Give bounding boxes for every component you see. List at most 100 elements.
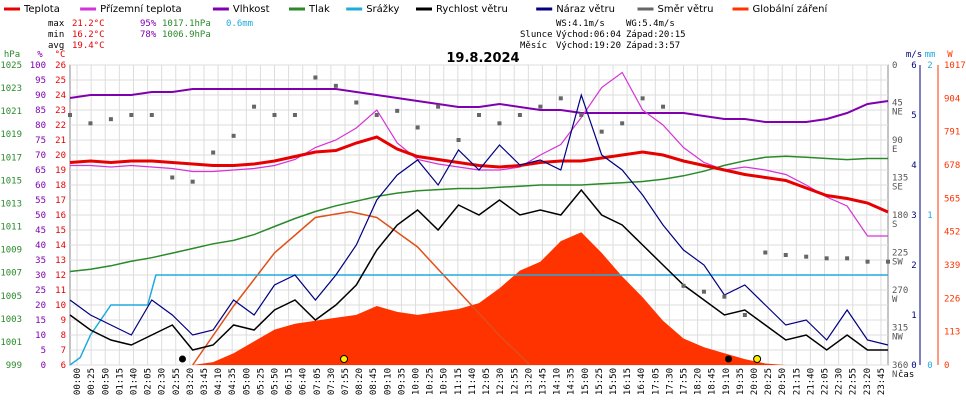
axis-pct-tick: 0 xyxy=(41,361,46,371)
axis-c-tick: 19 xyxy=(55,166,66,176)
axis-ms-tick: 0 xyxy=(911,361,916,371)
wind-direction-point xyxy=(477,113,481,117)
x-tick-label: 03:45 xyxy=(200,368,210,395)
x-tick-label: 04:10 xyxy=(214,368,224,395)
axis-c-tick: 6 xyxy=(61,361,66,371)
axis-hpa-tick: 1001 xyxy=(0,338,22,348)
axis-c-label: °C xyxy=(55,50,66,60)
wind-direction-point xyxy=(88,121,93,126)
stat-min-hum: 78% xyxy=(140,30,157,40)
x-tick-label: 10:00 xyxy=(412,368,422,395)
axis-w-tick: 904 xyxy=(944,94,960,104)
wind-direction-point xyxy=(742,313,747,317)
x-tick-label: 12:30 xyxy=(496,368,506,395)
x-tick-label: 19:35 xyxy=(736,368,746,395)
global-radiation-area xyxy=(70,232,888,365)
axis-pct-tick: 20 xyxy=(35,301,46,311)
wind-direction-point xyxy=(231,133,236,138)
wind-direction-point xyxy=(190,179,195,184)
x-tick-label: 20:50 xyxy=(778,368,788,395)
legend-label-5: Rychlost větru xyxy=(436,3,508,15)
wind-direction-point xyxy=(170,175,175,180)
axis-pct-tick: 85 xyxy=(35,106,46,116)
axis-c-tick: 16 xyxy=(55,211,66,221)
theoretical-radiation-line xyxy=(192,210,531,366)
axis-pct-tick: 50 xyxy=(35,211,46,221)
legend-label-6: Náraz větru xyxy=(556,3,615,15)
sunrise-marker xyxy=(340,355,349,363)
x-tick-label: 13:20 xyxy=(524,368,534,395)
axis-ms-tick: 6 xyxy=(911,61,916,71)
axis-dir-tick-dir: NW xyxy=(892,333,903,343)
axis-c-tick: 23 xyxy=(55,106,66,116)
axis-pct-label: % xyxy=(37,50,43,60)
axis-pct-tick: 40 xyxy=(35,241,46,251)
wind-direction-point xyxy=(415,125,420,130)
legend-label-0: Teplota xyxy=(23,4,60,15)
axis-dir-tick-dir: W xyxy=(892,295,898,305)
legend-label-2: Vlhkost xyxy=(233,4,270,15)
x-tick-label: 17:30 xyxy=(665,368,675,395)
axis-pct-tick: 5 xyxy=(41,346,46,356)
x-tick-label: 00:50 xyxy=(101,368,111,395)
axis-dir-tick: 225 xyxy=(892,249,908,259)
x-tick-label: 07:05 xyxy=(313,368,323,395)
axis-dir-tick-dir: E xyxy=(892,145,897,155)
wind-direction-point xyxy=(845,256,850,261)
wind-direction-point xyxy=(783,253,788,257)
wind-direction-point xyxy=(313,75,318,80)
x-tick-label: 07:55 xyxy=(341,368,351,395)
temperature-line xyxy=(69,135,889,214)
axis-pct-tick: 95 xyxy=(35,76,46,86)
x-tick-label: 00:00 xyxy=(73,368,83,395)
axis-mm-label: mm xyxy=(925,50,936,60)
axis-c-tick: 18 xyxy=(55,181,66,191)
x-tick-label: 06:40 xyxy=(299,368,309,395)
moonrise-marker xyxy=(724,355,732,363)
axis-hpa-tick: 1009 xyxy=(0,246,22,256)
axis-pct-tick: 80 xyxy=(35,121,46,131)
chart-legend: Teplota Přízemní teplota Vlhkost Tlak Srážky… xyxy=(4,3,828,15)
axis-pct-tick: 10 xyxy=(35,331,46,341)
axis-c-tick: 17 xyxy=(55,196,66,206)
wind-speed-line xyxy=(69,188,888,351)
axis-w-tick: 339 xyxy=(944,261,960,271)
axis-w-tick: 0 xyxy=(944,361,949,371)
wind-direction-point xyxy=(824,256,829,261)
wind-direction-point xyxy=(354,100,359,105)
axis-ms-tick: 3 xyxy=(911,211,916,221)
x-tick-label: 15:00 xyxy=(581,368,591,395)
info-mesic-label: Měsíc xyxy=(520,41,547,51)
x-tick-label: 20:25 xyxy=(764,368,774,395)
x-tick-label: 05:25 xyxy=(256,368,266,395)
axis-c-tick: 12 xyxy=(55,271,66,281)
wind-direction-point xyxy=(395,108,400,113)
info-mesic-set: Západ:3:57 xyxy=(626,41,680,51)
x-tick-label: 16:40 xyxy=(637,368,647,395)
axis-c-tick: 13 xyxy=(55,256,66,266)
legend-label-8: Globální záření xyxy=(753,3,829,15)
axis-pct-tick: 30 xyxy=(35,271,46,281)
legend-label-7: Směr větru xyxy=(658,3,714,15)
axis-ms-tick: 1 xyxy=(911,311,916,321)
stat-max-label: max xyxy=(48,19,65,29)
x-tick-label: 11:40 xyxy=(468,368,478,395)
axis-c-tick: 10 xyxy=(55,301,66,311)
wind-direction-point xyxy=(252,104,257,109)
axis-mm-tick: 0 xyxy=(927,361,932,371)
wind-direction-point xyxy=(68,113,72,117)
moonset-marker xyxy=(178,355,186,363)
precipitation-line xyxy=(69,274,888,366)
wind-direction-point xyxy=(333,83,338,88)
x-tick-label: 09:35 xyxy=(397,368,407,395)
axis-dir-tick-dir: N xyxy=(892,370,897,380)
wind-direction-point xyxy=(149,113,154,117)
axes: 9991001100310051007100910111013101510171… xyxy=(0,50,965,380)
wind-direction-point xyxy=(804,254,809,259)
axis-hpa-tick: 1017 xyxy=(0,153,22,163)
wind-direction-point xyxy=(436,104,441,109)
axis-w-tick: 678 xyxy=(944,161,960,171)
wind-direction-point xyxy=(579,113,584,117)
axis-pct-tick: 70 xyxy=(35,151,46,161)
x-tick-label: 05:50 xyxy=(271,368,281,395)
